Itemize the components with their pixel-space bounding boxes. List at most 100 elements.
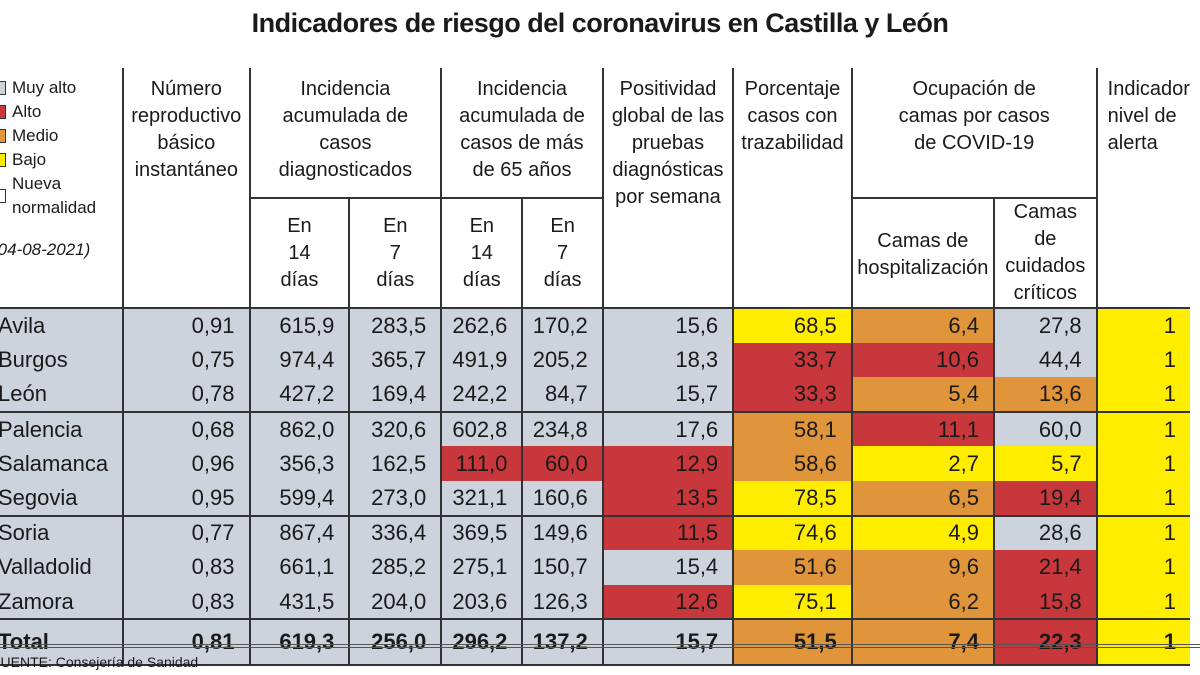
- table-row: Palencia 0,68 862,0 320,6 602,8 234,8 17,6 58,1…: [0, 410, 1190, 447]
- table-cell: 0,78: [122, 377, 250, 412]
- table-cell: 33,7: [732, 342, 852, 378]
- legend-item: Nueva normalidad: [0, 172, 116, 220]
- table-cell: 15,7: [601, 377, 734, 412]
- legend-label: Medio: [12, 126, 59, 145]
- legend-label: Muy alto: [12, 78, 77, 97]
- table-cell: 5,4: [850, 377, 994, 412]
- table-cell: 275,1: [440, 550, 523, 585]
- table-cell: 205,2: [521, 342, 603, 378]
- table-cell: 6,4: [850, 307, 994, 343]
- legend-label: Nueva normalidad: [12, 174, 97, 217]
- table-cell: 602,8: [440, 410, 523, 447]
- table-cell: 256,0: [348, 618, 442, 667]
- table-cell: 4,9: [850, 514, 994, 551]
- table-cell: 162,5: [348, 446, 442, 481]
- table-cell: 33,3: [732, 377, 852, 412]
- table-cell: 204,0: [348, 584, 442, 620]
- table-cell: 7,4: [850, 618, 994, 667]
- province-name: Avila: [0, 307, 124, 343]
- table-cell: 78,5: [732, 480, 852, 516]
- table-cell: 0,96: [122, 446, 250, 481]
- table-cell: 1: [1095, 307, 1190, 343]
- legend: Muy alto Alto Medio Bajo Nueva normalidad: [0, 76, 116, 220]
- province-name: Soria: [0, 514, 124, 551]
- table-cell: 242,2: [440, 377, 523, 412]
- table-cell: 12,6: [601, 584, 734, 620]
- risk-indicators-table: Número reproductivo básico instantáneo I…: [0, 68, 1190, 667]
- table-cell: 1: [1095, 618, 1190, 667]
- table-cell: 60,0: [992, 410, 1097, 447]
- table-cell: 11,1: [850, 410, 994, 447]
- table-cell: 18,3: [601, 342, 734, 378]
- total-row: Total 0,81 619,3 256,0 296,2 137,2 15,7 51,5 7,4…: [0, 618, 1190, 667]
- table-cell: 234,8: [521, 410, 603, 447]
- table-cell: 273,0: [348, 480, 442, 516]
- table-cell: 51,5: [732, 618, 852, 667]
- table-cell: 19,4: [992, 480, 1097, 516]
- legend-item: Muy alto: [0, 76, 116, 100]
- table-cell: 320,6: [348, 410, 442, 447]
- table-cell: 68,5: [732, 307, 852, 343]
- header-hospital-beds: Camas de hospitalización: [850, 197, 994, 308]
- table-row: Zamora 0,83 431,5 204,0 203,6 126,3 12,6 75,1 6,…: [0, 584, 1190, 620]
- table-cell: 356,3: [248, 446, 350, 481]
- table-cell: 11,5: [601, 514, 734, 551]
- header-positivity: Positividad global de las pruebas diagnó…: [601, 68, 734, 308]
- table-cell: 336,4: [348, 514, 442, 551]
- table-cell: 0,68: [122, 410, 250, 447]
- table-cell: 296,2: [440, 618, 523, 667]
- province-name: Valladolid: [0, 550, 124, 585]
- table-cell: 1: [1095, 377, 1190, 412]
- table-cell: 0,83: [122, 584, 250, 620]
- table-cell: 1: [1095, 550, 1190, 585]
- table-cell: 1: [1095, 584, 1190, 620]
- table-row: Valladolid 0,83 661,1 285,2 275,1 150,7 15,4 51…: [0, 550, 1190, 585]
- header-incidence: Incidencia acumulada de casos diagnostic…: [248, 68, 442, 198]
- province-name: Palencia: [0, 410, 124, 447]
- header-ia-7: En 7 días: [348, 197, 442, 308]
- table-cell: 1: [1095, 446, 1190, 481]
- table-cell: 6,2: [850, 584, 994, 620]
- legend-column-header: [0, 68, 123, 308]
- header-ia-14: En 14 días: [248, 197, 350, 308]
- table-cell: 974,4: [248, 342, 350, 378]
- table-row: Soria 0,77 867,4 336,4 369,5 149,6 11,5 74,6 4,9…: [0, 514, 1190, 551]
- province-name: Salamanca: [0, 446, 124, 481]
- table-cell: 15,4: [601, 550, 734, 585]
- province-name: Segovia: [0, 480, 124, 516]
- legend-swatch: [0, 189, 6, 203]
- table-cell: 13,6: [992, 377, 1097, 412]
- legend-label: Bajo: [12, 150, 47, 169]
- header-bed-occupancy: Ocupación de camas por casos de COVID-19: [850, 68, 1097, 198]
- table-cell: 21,4: [992, 550, 1097, 585]
- table-cell: 58,6: [732, 446, 852, 481]
- table-row: Burgos 0,75 974,4 365,7 491,9 205,2 18,3 33,7 10…: [0, 342, 1190, 378]
- table-cell: 15,6: [601, 307, 734, 343]
- province-name: Total: [0, 618, 124, 667]
- table-cell: 321,1: [440, 480, 523, 516]
- legend-swatch: [0, 129, 6, 143]
- table-cell: 169,4: [348, 377, 442, 412]
- table-cell: 365,7: [348, 342, 442, 378]
- table-cell: 126,3: [521, 584, 603, 620]
- table-cell: 10,6: [850, 342, 994, 378]
- legend-swatch: [0, 81, 6, 95]
- table-cell: 661,1: [248, 550, 350, 585]
- table-cell: 58,1: [732, 410, 852, 447]
- table-cell: 0,83: [122, 550, 250, 585]
- header-ia65-7: En 7 días: [521, 197, 603, 308]
- table-cell: 17,6: [601, 410, 734, 447]
- table-cell: 111,0: [440, 446, 523, 481]
- table-cell: 5,7: [992, 446, 1097, 481]
- table-row: Avila 0,91 615,9 283,5 262,6 170,2 15,6 68,5 6,4…: [0, 307, 1190, 343]
- table-cell: 74,6: [732, 514, 852, 551]
- table-cell: 862,0: [248, 410, 350, 447]
- table-cell: 6,5: [850, 480, 994, 516]
- table-cell: 15,8: [992, 584, 1097, 620]
- legend-item: Alto: [0, 100, 116, 124]
- table-cell: 615,9: [248, 307, 350, 343]
- table-cell: 75,1: [732, 584, 852, 620]
- table-cell: 60,0: [521, 446, 603, 481]
- table-cell: 149,6: [521, 514, 603, 551]
- header-incidence-65: Incidencia acumulada de casos de más de …: [440, 68, 603, 198]
